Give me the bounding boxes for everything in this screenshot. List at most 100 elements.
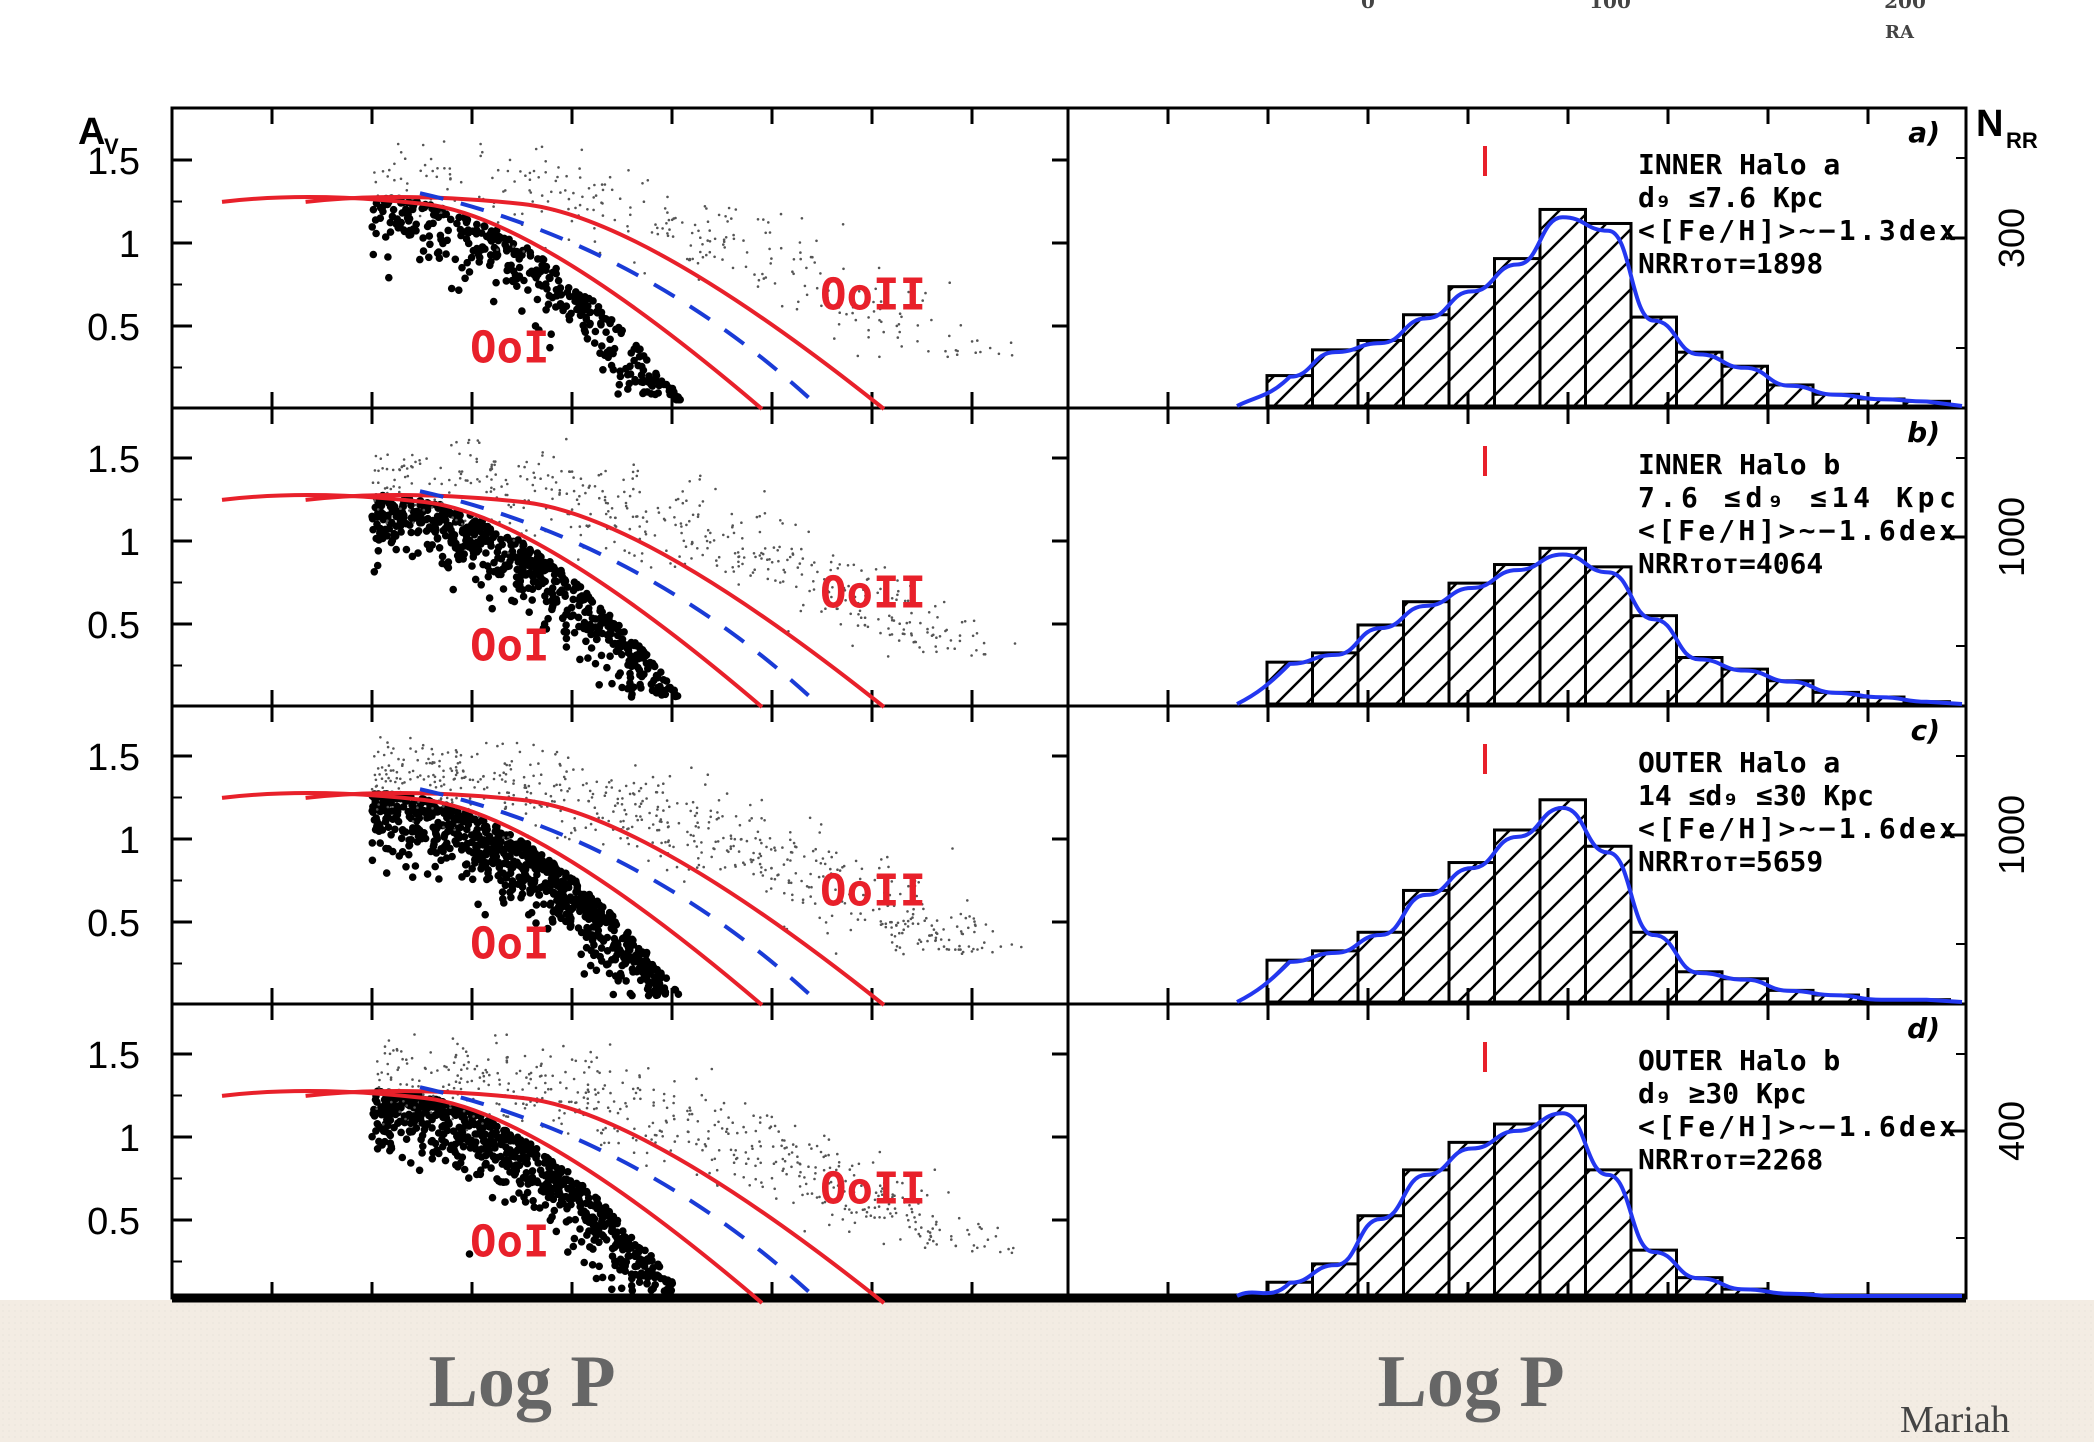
ooII-point: [555, 783, 558, 787]
ooI-point: [502, 852, 510, 860]
ooII-point: [534, 147, 538, 151]
ooI-point: [551, 906, 559, 914]
ooI-point: [603, 947, 612, 955]
ooII-point: [873, 1216, 876, 1219]
ooII-point: [709, 815, 712, 819]
ooII-point: [404, 1117, 407, 1121]
ooII-point: [648, 1125, 651, 1128]
ooI-point: [522, 1153, 531, 1162]
ooII-point: [443, 1064, 446, 1068]
ooII-point: [766, 577, 770, 581]
ooI-point: [387, 831, 395, 839]
ooII-point: [465, 1128, 469, 1132]
ooII-point: [460, 776, 464, 780]
ooII-point: [620, 803, 624, 806]
ooII-point: [895, 1180, 899, 1184]
ooII-point: [565, 1086, 568, 1090]
ooII-point: [860, 1184, 863, 1187]
right-y-tick-label: 1000: [1991, 795, 2032, 875]
ooII-point: [586, 1088, 590, 1091]
ooII-point: [984, 923, 988, 926]
histogram-bar: [1402, 600, 1451, 706]
ooI-point: [457, 1135, 466, 1144]
ooII-point: [523, 465, 526, 469]
ooII-point: [753, 273, 756, 276]
ooII-point: [778, 545, 781, 549]
ooII-point: [902, 928, 905, 931]
ooI-point: [485, 536, 493, 545]
ooI-point: [532, 919, 540, 927]
ooII-point: [928, 1238, 931, 1241]
y-tick-label: 1.5: [87, 1035, 140, 1077]
ooII-point: [867, 1206, 871, 1209]
ooII-point: [518, 750, 522, 754]
ooII-point: [549, 1087, 553, 1091]
ooI-point: [519, 567, 527, 575]
ooII-point: [773, 1187, 776, 1191]
ooII-point: [674, 498, 678, 502]
ooII-point: [673, 516, 676, 519]
ooII-point: [976, 948, 979, 951]
ooII-point: [651, 841, 654, 844]
panel-letter: c): [1911, 714, 1940, 747]
ooII-point: [719, 1108, 723, 1111]
ooII-point: [572, 476, 575, 479]
ooII-point: [752, 851, 755, 855]
ooII-point: [725, 792, 729, 795]
ooII-point: [975, 649, 978, 652]
ooII-point: [633, 261, 636, 264]
ooII-point: [819, 823, 823, 826]
ooII-point: [899, 1238, 902, 1241]
ooII-point: [789, 859, 792, 862]
panel-info-line: INNER Halo b: [1638, 448, 1840, 481]
ooII-point: [949, 639, 953, 642]
ooI-point: [503, 534, 511, 542]
xlabel-left: Log P: [428, 1341, 616, 1423]
ooI-point: [457, 231, 465, 240]
ooI-point: [531, 322, 540, 330]
ooII-point: [788, 555, 792, 559]
ooII-point: [976, 339, 979, 342]
ooI-point: [596, 1221, 604, 1230]
ooI-point: [397, 1128, 405, 1137]
ooII-point: [632, 781, 636, 785]
ooII-point: [807, 530, 810, 534]
ooI-point: [548, 876, 556, 884]
ooI-point: [423, 1120, 432, 1128]
ooII-point: [706, 773, 710, 776]
ooII-point: [908, 1203, 911, 1207]
ooII-point: [666, 195, 669, 199]
ooII-point: [889, 920, 892, 924]
ooII-point: [514, 1102, 518, 1105]
ooI-point: [534, 255, 542, 263]
y-tick-label: 1.5: [87, 141, 140, 183]
ooII-point: [737, 565, 740, 568]
ooI-point: [586, 961, 595, 970]
ooII-point: [685, 802, 688, 806]
ooI-point: [549, 594, 558, 602]
ooII-point: [713, 1157, 717, 1161]
histogram-bar: [1538, 546, 1587, 706]
ooII-point: [535, 1065, 538, 1069]
ooII-point: [386, 1072, 390, 1076]
ooII-point: [841, 590, 844, 594]
ooII-point: [971, 634, 975, 638]
ooII-point: [500, 778, 504, 781]
ooI-point: [528, 596, 536, 604]
ooI-point: [460, 833, 469, 841]
ooII-point: [521, 212, 524, 216]
ooI-point: [473, 825, 482, 834]
ooII-point: [567, 238, 571, 241]
ooI-point: [627, 1233, 636, 1242]
ooII-point: [837, 900, 841, 903]
ooI-point: [372, 1127, 380, 1135]
ooI-point: [429, 210, 438, 219]
ooII-point: [580, 148, 584, 152]
ooI-point: [459, 526, 467, 534]
ooII-point: [570, 831, 573, 835]
ooII-point: [577, 799, 580, 802]
ooII-point: [878, 1150, 882, 1154]
ooII-point: [917, 881, 920, 884]
ooI-point: [488, 1193, 497, 1202]
ooII-point: [496, 744, 499, 748]
